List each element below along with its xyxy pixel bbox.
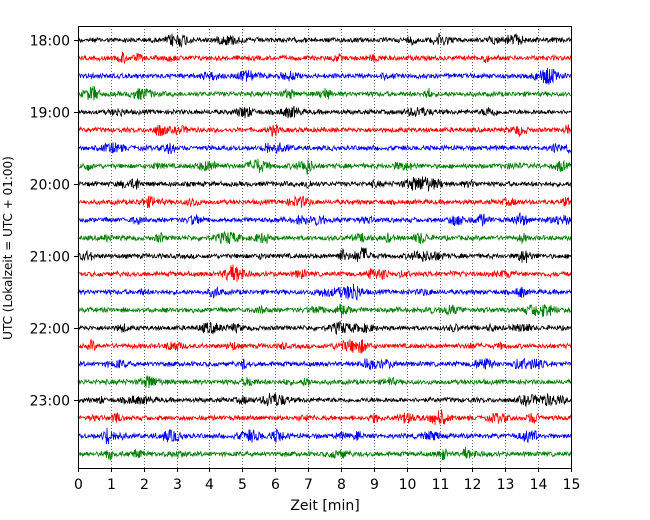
- seismogram-trace: [77, 51, 572, 64]
- seismogram-trace: [77, 283, 572, 301]
- seismogram-trace: [77, 393, 572, 408]
- seismogram-trace: [77, 176, 572, 192]
- seismogram-trace: [77, 303, 572, 318]
- y-tick-label: 19:00: [30, 106, 70, 122]
- y-tick-label: 21:00: [30, 250, 70, 266]
- x-tick-label: 11: [432, 477, 450, 493]
- seismogram-trace: [77, 409, 572, 425]
- x-axis-ticks: 0 1 2 3 4 5 6 7 8 9 10 11 12 13 14 15: [74, 468, 580, 493]
- seismogram-trace: [77, 446, 572, 462]
- y-axis-ticks: 18:00 19:00 20:00 21:00 22:00 23:00: [30, 34, 78, 410]
- y-tick-label: 18:00: [30, 34, 70, 50]
- x-tick-label: 9: [370, 477, 379, 493]
- seismogram-trace: [77, 86, 572, 101]
- x-tick-label: 3: [173, 477, 182, 493]
- y-tick-label: 22:00: [30, 322, 70, 338]
- x-tick-label: 2: [140, 477, 149, 493]
- seismogram-trace: [77, 264, 572, 282]
- seismogram-trace: [77, 339, 572, 354]
- x-tick-label: 14: [530, 477, 548, 493]
- seismogram-trace: [77, 142, 572, 155]
- seismogram-trace: [77, 246, 572, 264]
- seismogram-trace: [77, 231, 572, 245]
- y-tick-label: 20:00: [30, 178, 70, 194]
- seismogram-trace: [77, 211, 572, 227]
- seismogram-trace: [77, 67, 572, 85]
- x-axis-label: Zeit [min]: [290, 498, 359, 514]
- seismogram-trace: [77, 427, 572, 445]
- seismogram-trace: [77, 321, 572, 335]
- trace-layer: [77, 32, 572, 462]
- seismogram-trace: [77, 32, 572, 49]
- x-tick-label: 0: [74, 477, 83, 493]
- x-tick-label: 10: [399, 477, 417, 493]
- y-tick-label: 23:00: [30, 394, 70, 410]
- x-tick-label: 4: [205, 477, 214, 493]
- x-tick-label: 6: [271, 477, 280, 493]
- seismogram-trace: [77, 195, 572, 209]
- x-tick-label: 15: [563, 477, 581, 493]
- x-tick-label: 7: [304, 477, 313, 493]
- seismogram-trace: [77, 106, 572, 119]
- x-tick-label: 8: [337, 477, 346, 493]
- y-axis-label: UTC (Lokalzeit = UTC + 01:00): [1, 156, 15, 340]
- plot-frame: [78, 26, 572, 469]
- x-tick-label: 13: [497, 477, 515, 493]
- seismogram-trace: [77, 158, 572, 175]
- seismogram-trace: [77, 357, 572, 370]
- x-tick-label: 12: [464, 477, 482, 493]
- x-tick-label: 1: [107, 477, 116, 493]
- x-tick-label: 5: [238, 477, 247, 493]
- seismogram-trace: [77, 375, 572, 389]
- seismogram-trace: [77, 124, 572, 138]
